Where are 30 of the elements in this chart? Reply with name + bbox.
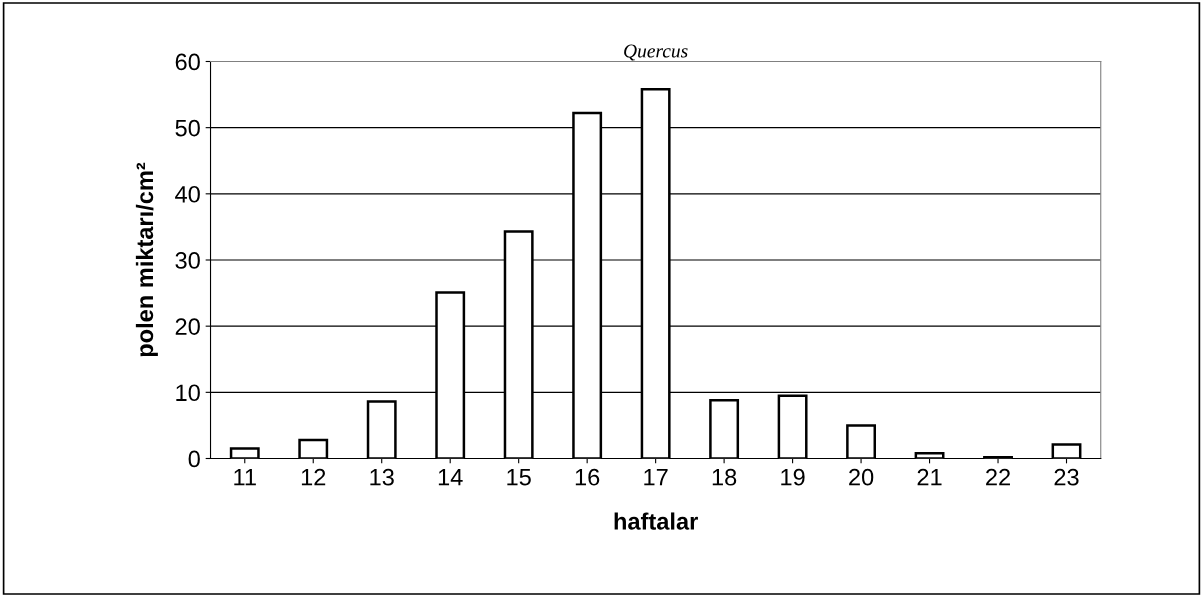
x-tick-label: 15 xyxy=(507,469,531,486)
x-tick-label: 11 xyxy=(234,469,256,486)
x-tick-label: 19 xyxy=(781,468,805,486)
bar xyxy=(1051,443,1082,459)
x-tick-label: 18 xyxy=(712,468,737,486)
y-tick-label: 20 xyxy=(175,318,200,335)
x-tick-label: 12 xyxy=(301,468,326,486)
x-tick-label: 20 xyxy=(849,468,874,486)
y-tick-label: 0 xyxy=(188,450,200,468)
x-tick-label: 23 xyxy=(1054,468,1079,486)
x-tick-label: 14 xyxy=(438,469,463,486)
y-tick-label: 10 xyxy=(176,384,200,402)
x-tick-label: 13 xyxy=(370,468,394,486)
y-tick-label: 30 xyxy=(175,252,200,269)
y-tick-label: 60 xyxy=(175,53,200,71)
y-tick-label: 50 xyxy=(175,119,200,137)
x-tick-label: 21 xyxy=(917,468,942,486)
bar xyxy=(709,399,740,459)
y-tick-label: 40 xyxy=(175,185,200,203)
bar xyxy=(298,438,329,459)
bar xyxy=(229,447,260,459)
y-axis-title: polen miktarı/cm² xyxy=(135,162,158,357)
chart-title: Quercus xyxy=(624,44,688,61)
x-tick-label: 22 xyxy=(986,468,1010,486)
x-tick-label: 16 xyxy=(575,468,600,486)
bar xyxy=(366,400,397,459)
bar xyxy=(846,424,877,459)
x-axis-title: haftalar xyxy=(614,512,698,530)
x-tick-label: 17 xyxy=(644,469,668,486)
bar xyxy=(914,451,945,459)
